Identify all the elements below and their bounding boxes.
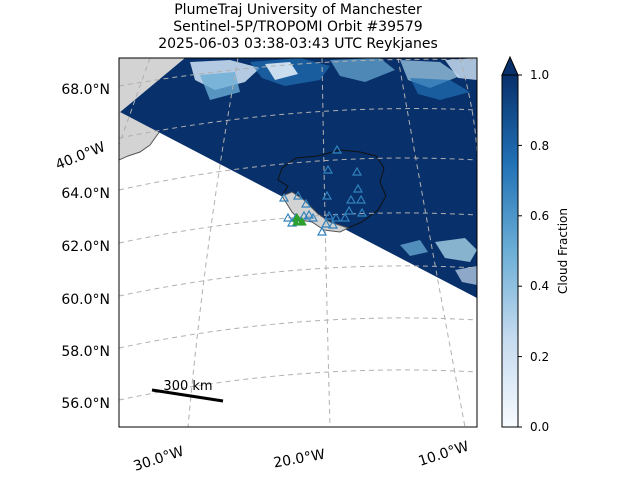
title-line-2: Sentinel-5P/TROPOMI Orbit #39579 [173, 19, 422, 35]
triangle-marker [307, 212, 319, 222]
lon-label: 30.0°W [132, 444, 187, 475]
colorbar-tick-label: 0.8 [530, 139, 549, 153]
triangle-marker [323, 210, 335, 220]
map-frame [118, 57, 478, 428]
triangle-marker [331, 144, 343, 154]
cloud-swath-fill [176, 58, 477, 298]
triangle-marker [345, 194, 357, 204]
colorbar-arrow [501, 55, 519, 76]
lat-label: 60.0°N [61, 292, 110, 308]
triangle-marker [322, 164, 334, 174]
triangle-marker [316, 226, 328, 236]
colorbar-tick-label: 0.2 [530, 350, 549, 364]
colorbar-tick-label: 1.0 [530, 68, 549, 82]
latitude-labels: 68.0°N 64.0°N 62.0°N 60.0°N 58.0°N 56.0°… [61, 82, 110, 412]
colorbar-tick-label: 0.6 [530, 209, 549, 223]
lat-label: 56.0°N [61, 396, 110, 412]
scale-bar [151, 388, 224, 403]
triangle-markers [278, 144, 368, 236]
scale-bar-label: 300 km [163, 379, 212, 394]
lat-label: 68.0°N [61, 82, 110, 98]
triangle-marker [356, 207, 368, 217]
triangle-marker [303, 209, 315, 219]
colorbar-tick-label: 0.0 [530, 420, 549, 434]
lon-label: 40.0°W [53, 139, 107, 173]
triangle-marker [300, 198, 312, 208]
triangle-marker [352, 183, 364, 193]
source-markers [292, 212, 307, 226]
triangle-marker [343, 205, 355, 215]
title-line-3: 2025-06-03 03:38-03:43 UTC Reykjanes [158, 36, 438, 52]
colorbar: 0.0 0.2 0.4 0.6 0.8 1.0 Cloud Fraction [501, 55, 570, 434]
lat-label: 58.0°N [61, 344, 110, 360]
triangle-marker [351, 166, 363, 176]
triangle-marker [278, 192, 290, 202]
triangle-marker [292, 190, 304, 200]
triangle-marker [282, 212, 294, 222]
title-line-1: PlumeTraj University of Manchester [174, 2, 422, 18]
lon-label: 10.0°W [417, 439, 472, 470]
source-marker [292, 219, 300, 226]
colorbar-tick-label: 0.4 [530, 279, 549, 293]
lat-label: 64.0°N [61, 186, 110, 202]
triangle-marker [355, 194, 367, 204]
colorbar-gradient [501, 74, 519, 428]
colorbar-label: Cloud Fraction [556, 208, 570, 294]
triangle-marker [320, 218, 332, 228]
triangle-marker [298, 210, 310, 220]
colorbar-ticks [518, 74, 522, 428]
triangle-marker [339, 212, 351, 222]
triangle-marker [330, 212, 342, 222]
map-panel: 300 km [119, 58, 477, 427]
triangle-marker [321, 190, 333, 200]
triangle-marker [327, 219, 339, 229]
lon-label: 20.0°W [272, 447, 326, 472]
lat-label: 62.0°N [61, 239, 110, 255]
source-marker [297, 216, 307, 226]
